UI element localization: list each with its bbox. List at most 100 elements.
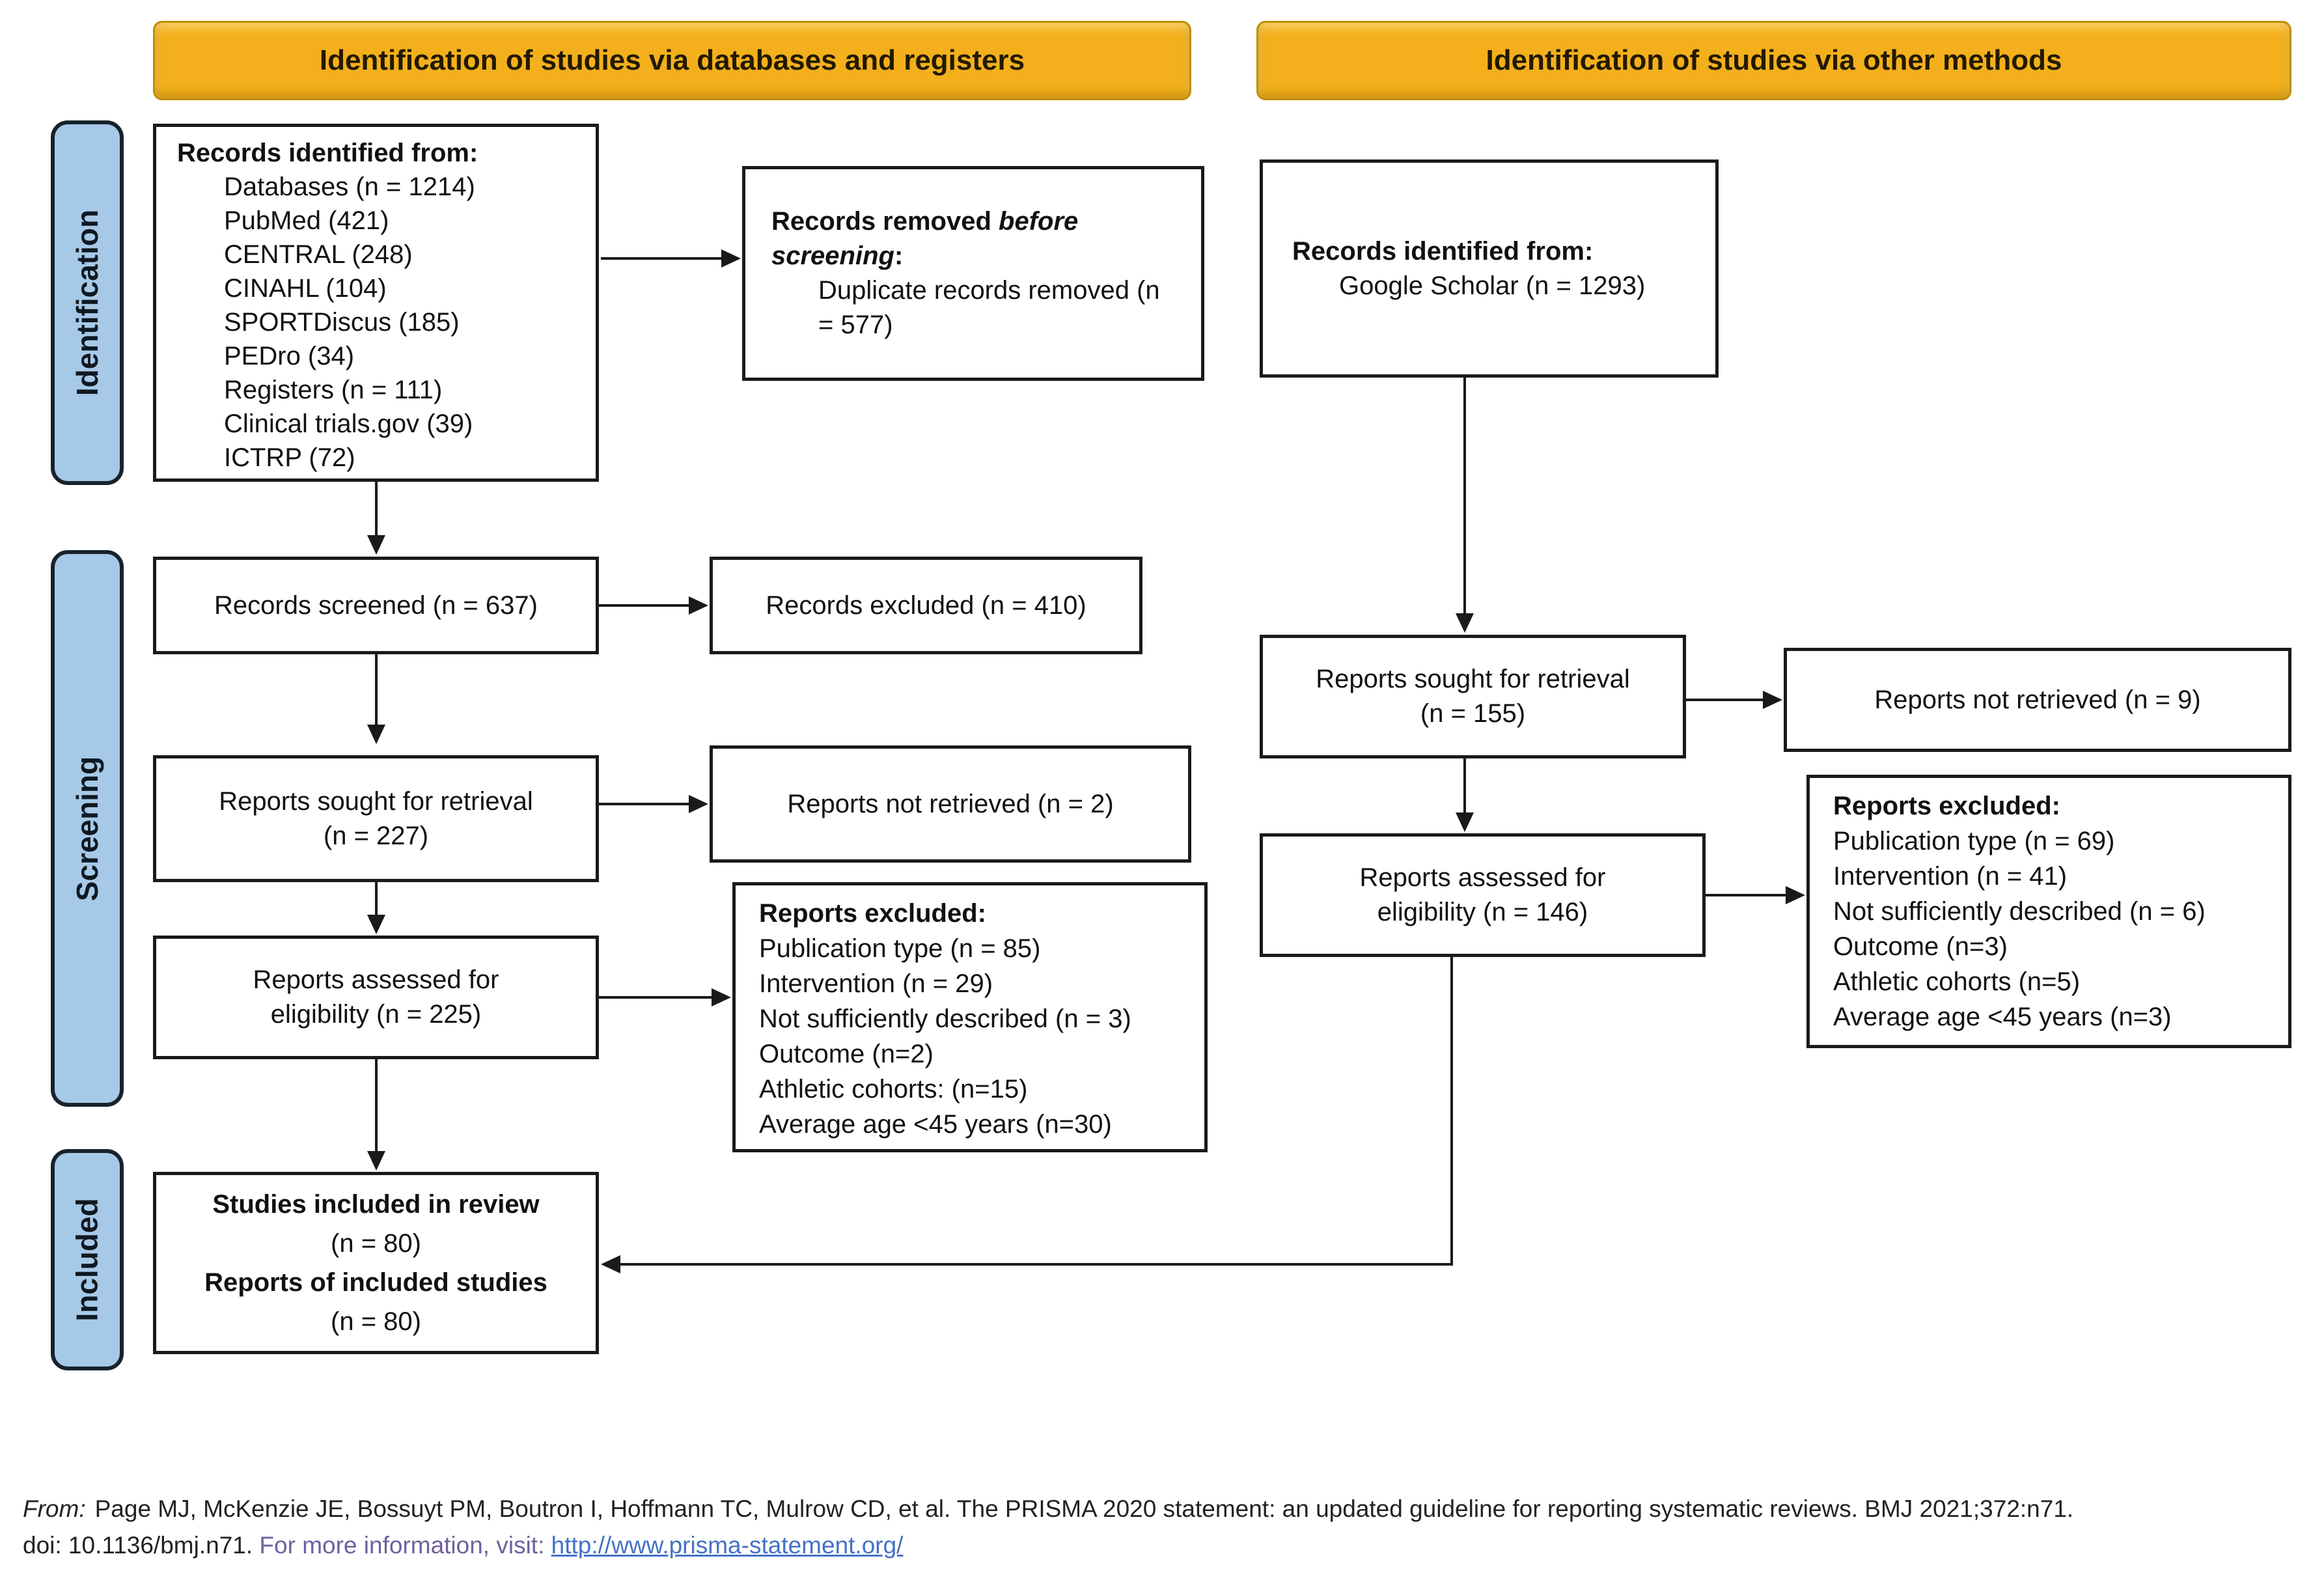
records-identified-other-title: Records identified from: (1292, 236, 1594, 266)
records-identified-item: CENTRAL (248) (224, 240, 413, 269)
banner-other-methods: Identification of studies via other meth… (1256, 21, 2291, 100)
studies-included-box: Studies included in review (n = 80) Repo… (153, 1172, 599, 1354)
records-excluded-box: Records excluded (n = 410) (710, 557, 1142, 654)
arrow-sought-to-assessed-line (375, 882, 378, 915)
reports-sought-right-line1: Reports sought for retrieval (1316, 665, 1630, 693)
reports-excluded-item: Outcome (n=2) (759, 1040, 934, 1068)
reports-sought-right-line2: (n = 155) (1420, 699, 1526, 728)
arrow-assessed-to-excluded-right-head (1786, 886, 1805, 904)
arrow-scholar-to-sought-line (1463, 378, 1466, 613)
arrow-sought-to-assessed-right-line (1463, 757, 1466, 812)
reports-assessed-right-line1: Reports assessed for (1359, 863, 1606, 892)
arrow-identified-to-removed-head (721, 249, 741, 268)
reports-excluded-item: Intervention (n = 41) (1833, 862, 2068, 891)
records-removed-title-post: : (894, 242, 904, 270)
arrow-assessed-right-to-included-head (601, 1255, 620, 1273)
reports-not-retrieved-box-left: Reports not retrieved (n = 2) (710, 745, 1191, 863)
reports-not-retrieved-label-right: Reports not retrieved (n = 9) (1874, 685, 2201, 714)
reports-not-retrieved-box-right: Reports not retrieved (n = 9) (1784, 648, 2291, 752)
reports-excluded-item: Athletic cohorts (n=5) (1833, 967, 2081, 996)
sidebar-identification-label: Identification (70, 209, 105, 396)
reports-excluded-box-left: Reports excluded: Publication type (n = … (732, 882, 1208, 1152)
studies-included-line3: Reports of included studies (204, 1268, 547, 1297)
arrow-screened-to-excluded-line (598, 604, 689, 607)
records-identified-title: Records identified from: (177, 139, 478, 167)
reports-excluded-item: Athletic cohorts: (n=15) (759, 1075, 1028, 1103)
arrow-sought-to-notretrieved-right-line (1685, 699, 1763, 701)
banner-other-methods-label: Identification of studies via other meth… (1486, 44, 2062, 76)
reports-sought-box-right: Reports sought for retrieval (n = 155) (1260, 635, 1686, 758)
arrow-assessed-to-excluded-right-line (1704, 894, 1786, 896)
sidebar-screening-label: Screening (70, 756, 105, 901)
arrow-assessed-to-included-line (375, 1059, 378, 1151)
sidebar-screening: Screening (51, 550, 124, 1107)
footer-more-info: For more information, visit: (259, 1532, 545, 1559)
records-removed-item: Duplicate records removed (n = 577) (818, 276, 1160, 339)
arrow-sought-to-assessed-head (367, 915, 385, 934)
reports-excluded-item: Average age <45 years (n=30) (759, 1110, 1112, 1139)
arrow-assessed-right-to-included-vline (1450, 956, 1453, 1266)
records-excluded-label: Records excluded (n = 410) (766, 590, 1086, 620)
reports-excluded-box-right: Reports excluded: Publication type (n = … (1806, 775, 2291, 1048)
arrow-screened-to-sought-head (367, 725, 385, 744)
sidebar-included: Included (51, 1149, 124, 1370)
records-removed-title-pre: Records removed (771, 207, 999, 236)
reports-sought-box-left: Reports sought for retrieval (n = 227) (153, 755, 599, 882)
prisma-statement-link[interactable]: http://www.prisma-statement.org/ (551, 1532, 904, 1559)
reports-excluded-item: Publication type (n = 85) (759, 934, 1041, 963)
reports-assessed-line2: eligibility (n = 225) (270, 1000, 482, 1029)
reports-not-retrieved-label-left: Reports not retrieved (n = 2) (787, 789, 1114, 818)
arrow-identified-to-removed-line (601, 257, 721, 260)
reports-excluded-item: Not sufficiently described (n = 6) (1833, 897, 2206, 926)
sidebar-included-label: Included (70, 1198, 104, 1322)
reports-assessed-right-line2: eligibility (n = 146) (1377, 898, 1588, 926)
footer-citation-line1: From: Page MJ, McKenzie JE, Bossuyt PM, B… (23, 1492, 2073, 1526)
banner-databases-registers: Identification of studies via databases … (153, 21, 1191, 100)
arrow-assessed-to-excluded-head (712, 988, 731, 1006)
reports-sought-line1: Reports sought for retrieval (219, 786, 533, 816)
studies-included-line1: Studies included in review (212, 1190, 540, 1219)
reports-assessed-line1: Reports assessed for (253, 965, 499, 994)
records-identified-box: Records identified from: Databases (n = … (153, 124, 599, 482)
footer-doi: doi: 10.1136/bmj.n71. (23, 1532, 253, 1559)
records-identified-other-item: Google Scholar (n = 1293) (1339, 271, 1646, 300)
arrow-scholar-to-sought-head (1456, 613, 1474, 633)
arrow-sought-to-assessed-right-head (1456, 812, 1474, 832)
reports-excluded-title-left: Reports excluded: (759, 899, 986, 928)
footer-citation-line2: doi: 10.1136/bmj.n71. For more informati… (23, 1529, 903, 1562)
records-removed-title: Records removed before screening: (771, 204, 1175, 273)
reports-excluded-title-right: Reports excluded: (1833, 792, 2060, 820)
reports-sought-line2: (n = 227) (323, 821, 429, 850)
footer-citation-text: Page MJ, McKenzie JE, Bossuyt PM, Boutro… (94, 1495, 2074, 1522)
arrow-sought-to-notretrieved-head (689, 795, 708, 813)
arrow-assessed-to-included-head (367, 1151, 385, 1171)
records-identified-item: SPORTDiscus (185) (224, 308, 460, 337)
records-removed-box: Records removed before screening: Duplic… (742, 166, 1204, 381)
arrow-identified-to-screened-head (367, 535, 385, 555)
records-identified-item: Registers (n = 111) (224, 376, 443, 404)
reports-excluded-item: Publication type (n = 69) (1833, 827, 2115, 855)
arrow-identified-to-screened-line (375, 482, 378, 535)
sidebar-identification: Identification (51, 120, 124, 485)
records-identified-item: CINAHL (104) (224, 274, 387, 303)
footer-from-label: From: (23, 1495, 86, 1522)
records-identified-item: PEDro (34) (224, 342, 355, 370)
reports-excluded-item: Outcome (n=3) (1833, 932, 2008, 961)
arrow-assessed-to-excluded-line (598, 996, 712, 999)
arrow-sought-to-notretrieved-right-head (1763, 691, 1782, 709)
records-identified-item: Clinical trials.gov (39) (224, 409, 473, 438)
records-identified-other-box: Records identified from: Google Scholar … (1260, 160, 1719, 378)
reports-excluded-item: Intervention (n = 29) (759, 969, 993, 998)
arrow-sought-to-notretrieved-line (598, 803, 689, 805)
records-screened-box: Records screened (n = 637) (153, 557, 599, 654)
reports-assessed-box-right: Reports assessed for eligibility (n = 14… (1260, 833, 1706, 957)
records-identified-item: ICTRP (72) (224, 443, 355, 472)
studies-included-line4: (n = 80) (331, 1307, 421, 1336)
records-identified-item: Databases (n = 1214) (224, 173, 475, 201)
reports-excluded-item: Average age <45 years (n=3) (1833, 1003, 2172, 1031)
studies-included-line2: (n = 80) (331, 1229, 421, 1258)
arrow-assessed-right-to-included-hline (620, 1263, 1453, 1266)
reports-assessed-box-left: Reports assessed for eligibility (n = 22… (153, 936, 599, 1059)
records-identified-item: PubMed (421) (224, 206, 389, 235)
